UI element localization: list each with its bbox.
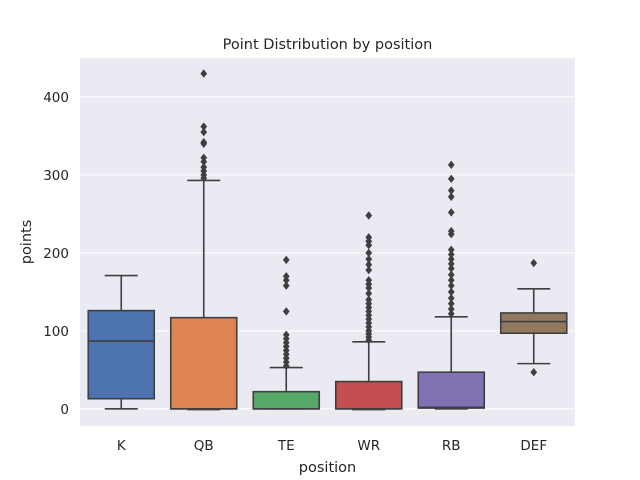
outlier-point xyxy=(200,153,208,162)
outlier-point xyxy=(282,330,290,339)
outlier-point xyxy=(365,248,373,258)
box-rb xyxy=(417,160,486,410)
outlier-point xyxy=(447,293,455,303)
outlier-point xyxy=(447,259,455,269)
box-iqr xyxy=(334,380,403,410)
outlier-point xyxy=(447,245,455,254)
y-tick-label: 100 xyxy=(43,324,69,340)
outlier-point xyxy=(530,258,538,268)
outlier-point xyxy=(365,265,373,275)
x-tick-label: QB xyxy=(194,438,214,454)
outlier-point xyxy=(200,138,208,147)
box-k xyxy=(87,274,156,410)
outlier-point xyxy=(282,307,290,316)
outlier-point xyxy=(447,281,455,290)
y-tick-label: 400 xyxy=(43,90,69,106)
box-te xyxy=(252,255,321,410)
outlier-point xyxy=(365,276,373,285)
grid-lines xyxy=(80,96,575,410)
outlier-point xyxy=(365,211,373,220)
outlier-point xyxy=(282,272,290,281)
outlier-point xyxy=(447,250,455,259)
chart-title: Point Distribution by position xyxy=(223,37,433,53)
outlier-point xyxy=(447,208,455,217)
box-iqr xyxy=(87,309,156,400)
outlier-point xyxy=(447,174,455,184)
x-tick-label: RB xyxy=(442,438,461,454)
outlier-point xyxy=(447,309,455,318)
outlier-point xyxy=(365,260,373,269)
outlier-point xyxy=(447,226,455,236)
outlier-point xyxy=(200,122,208,131)
x-axis-label: position xyxy=(299,460,356,476)
boxes-group xyxy=(87,69,568,411)
outlier-point xyxy=(447,287,455,297)
x-tick-label: DEF xyxy=(520,438,547,454)
outlier-point xyxy=(447,276,455,285)
box-iqr xyxy=(169,316,238,410)
outlier-point xyxy=(365,254,373,264)
box-def xyxy=(499,258,568,377)
x-tick-label: WR xyxy=(357,438,380,454)
x-ticks: K QB TE WR RB DEF xyxy=(117,438,547,454)
outlier-point xyxy=(447,254,455,264)
y-tick-label: 0 xyxy=(60,402,69,418)
box-iqr xyxy=(417,371,486,409)
outlier-point xyxy=(447,192,455,201)
outlier-point xyxy=(447,160,455,170)
outlier-point xyxy=(447,186,455,195)
outlier-point xyxy=(365,295,373,304)
outlier-point xyxy=(447,270,455,279)
outlier-point xyxy=(200,127,208,137)
x-tick-label: TE xyxy=(277,438,295,454)
y-ticks: 0 100 200 300 400 xyxy=(43,90,69,418)
outlier-point xyxy=(447,299,455,308)
outlier-point xyxy=(447,304,455,314)
outlier-point xyxy=(365,289,373,298)
outlier-point xyxy=(200,162,208,172)
outlier-point xyxy=(282,255,290,265)
y-axis-label: points xyxy=(19,220,35,265)
outlier-point xyxy=(447,264,455,273)
outlier-point xyxy=(200,69,208,78)
x-tick-label: K xyxy=(117,438,127,454)
plot-area xyxy=(80,58,575,426)
box-iqr xyxy=(252,390,321,410)
y-tick-label: 200 xyxy=(43,246,69,262)
box-wr xyxy=(334,211,403,411)
box-qb xyxy=(169,69,238,411)
outlier-point xyxy=(365,233,373,242)
box-iqr xyxy=(499,312,568,335)
y-tick-label: 300 xyxy=(43,168,69,184)
outlier-point xyxy=(282,281,290,290)
outlier-point xyxy=(530,368,538,377)
